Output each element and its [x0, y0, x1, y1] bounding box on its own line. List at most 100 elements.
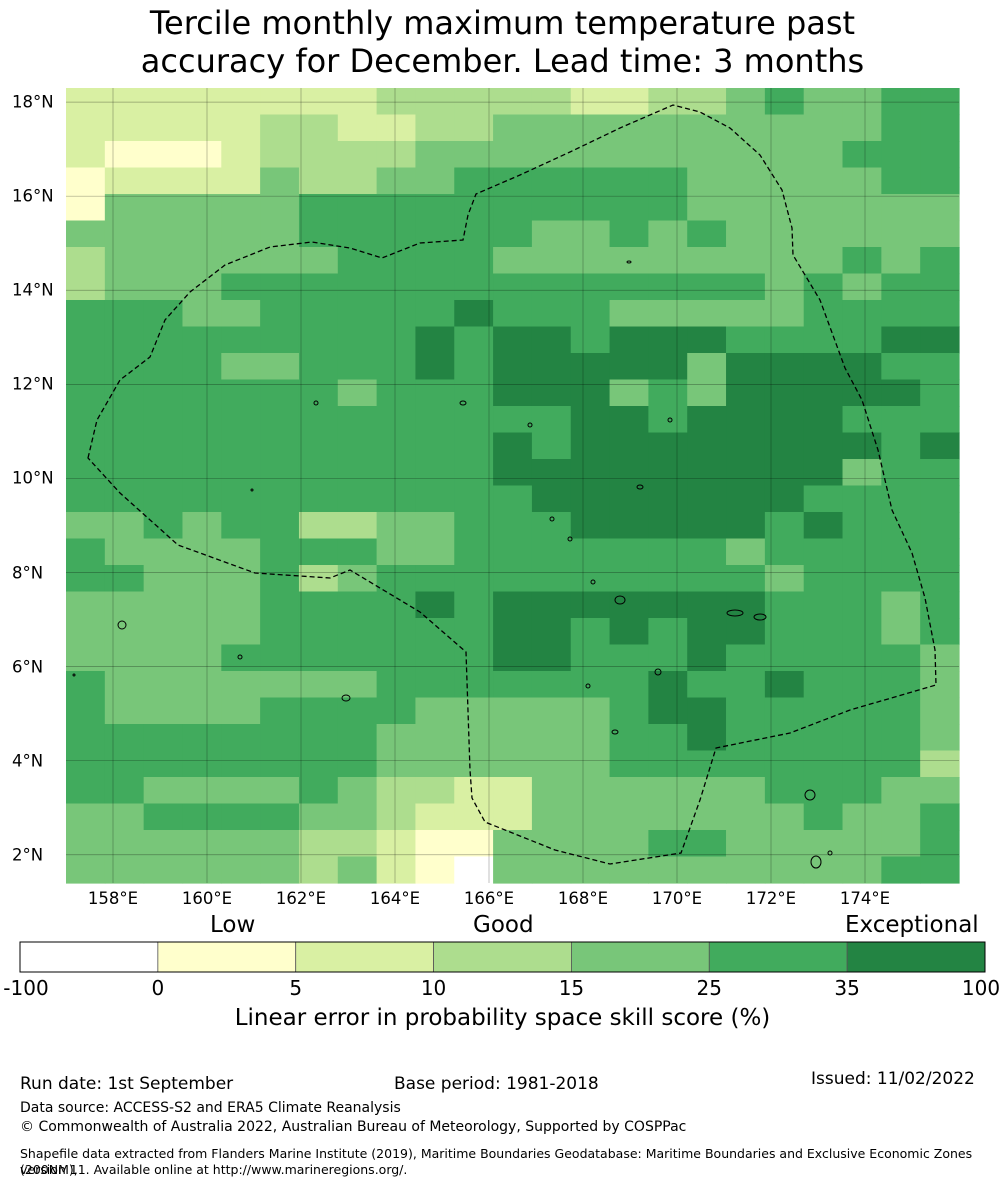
island-outline: [117, 620, 127, 630]
colorbar-tick-label: 35: [834, 976, 860, 1000]
skill-cell: [260, 512, 300, 540]
skill-cell: [687, 247, 727, 275]
skill-cell: [648, 565, 688, 593]
skill-cell: [221, 591, 261, 619]
skill-cell: [493, 220, 533, 248]
skill-cell: [570, 273, 611, 301]
skill-cell: [493, 459, 533, 487]
skill-cell: [726, 830, 766, 858]
skill-cell: [609, 671, 649, 699]
skill-cell: [376, 485, 417, 513]
skill-cell: [260, 220, 300, 248]
island-outline: [72, 673, 76, 677]
island-outline: [250, 488, 254, 492]
skill-cell: [570, 353, 611, 381]
base-period: Base period: 1981-2018: [394, 1074, 599, 1094]
skill-cell: [415, 88, 455, 116]
skill-cell: [609, 724, 649, 752]
skill-cell: [66, 538, 106, 566]
skill-cell: [493, 777, 533, 805]
skill-cell: [66, 326, 106, 354]
skill-cell: [104, 565, 145, 593]
skill-cell: [143, 777, 184, 805]
skill-cell: [298, 432, 339, 460]
skill-cell: [842, 88, 882, 116]
skill-cell: [609, 273, 649, 301]
skill-cell: [376, 273, 417, 301]
skill-cell: [764, 167, 805, 195]
skill-cell: [376, 591, 417, 619]
skill-cell: [221, 459, 261, 487]
skill-cell: [298, 485, 339, 513]
skill-cell: [376, 141, 417, 169]
island-outline: [585, 683, 591, 689]
skill-cell: [609, 830, 649, 858]
skill-cell: [842, 618, 882, 646]
skill-cell: [66, 856, 106, 884]
skill-cell: [454, 803, 494, 831]
skill-cell: [531, 88, 572, 116]
skill-cell: [648, 432, 688, 460]
skill-cell: [376, 406, 417, 434]
skill-cell: [687, 485, 727, 513]
skill-cell: [182, 300, 222, 328]
skill-cell: [182, 353, 222, 381]
skill-cell: [609, 141, 649, 169]
skill-cell: [104, 300, 145, 328]
skill-cell: [66, 379, 106, 407]
skill-cell: [104, 406, 145, 434]
skill-cell: [609, 432, 649, 460]
skill-cell: [920, 379, 960, 407]
skill-cell: [454, 194, 494, 222]
skill-cell: [143, 220, 184, 248]
skill-cell: [687, 591, 727, 619]
skill-cell: [609, 300, 649, 328]
skill-cell: [298, 353, 339, 381]
skill-cell: [920, 803, 960, 831]
skill-cell: [415, 406, 455, 434]
skill-cell: [182, 512, 222, 540]
skill-cell: [221, 485, 261, 513]
skill-cell: [609, 750, 649, 778]
skill-cell: [66, 830, 106, 858]
colorbar-segment: [571, 941, 710, 973]
skill-cell: [298, 830, 339, 858]
skill-cell: [298, 88, 339, 116]
skill-cell: [609, 326, 649, 354]
skill-cell: [842, 432, 882, 460]
skill-cell: [66, 724, 106, 752]
skill-cell: [881, 618, 921, 646]
skill-cell: [920, 565, 960, 593]
skill-cell: [298, 247, 339, 275]
skill-cell: [415, 512, 455, 540]
skill-cell: [260, 644, 300, 672]
map-title: Tercile monthly maximum temperature past…: [0, 4, 1005, 80]
skill-cell: [726, 88, 766, 116]
skill-cell: [842, 856, 882, 884]
skill-cell: [182, 591, 222, 619]
skill-cell: [260, 247, 300, 275]
skill-cell: [764, 247, 805, 275]
skill-cell: [726, 167, 766, 195]
skill-cell: [803, 273, 844, 301]
skill-cell: [570, 750, 611, 778]
eez-boundary: [87, 104, 937, 865]
skill-cell: [376, 353, 417, 381]
skill-cell: [842, 141, 882, 169]
skill-cell: [298, 459, 339, 487]
skill-cell: [260, 830, 300, 858]
skill-cell: [609, 591, 649, 619]
skill-cell: [493, 353, 533, 381]
skill-cell: [609, 379, 649, 407]
skill-cell: [648, 644, 688, 672]
skill-cell: [143, 644, 184, 672]
skill-cell: [920, 88, 960, 116]
skill-cell: [803, 194, 844, 222]
skill-cell: [66, 406, 106, 434]
colorbar-segment: [295, 941, 434, 973]
skill-cell: [881, 194, 921, 222]
skill-cell: [298, 326, 339, 354]
skill-cell: [376, 247, 417, 275]
skill-cell: [531, 644, 572, 672]
skill-cell: [415, 114, 455, 142]
